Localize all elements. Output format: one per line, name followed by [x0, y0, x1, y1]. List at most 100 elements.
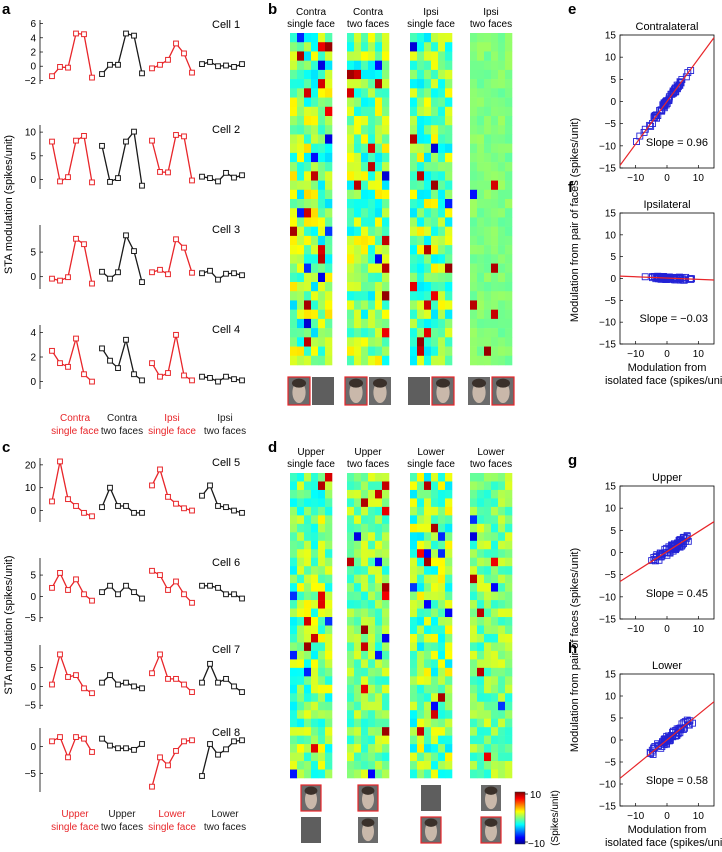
heatmap-cell: [311, 642, 319, 652]
heatmap-cell: [438, 355, 446, 366]
heatmap-cell: [484, 171, 492, 181]
heatmap-cell: [417, 217, 425, 227]
heatmap-cell: [424, 346, 432, 357]
heatmap-cell: [424, 574, 432, 584]
heatmap: [347, 33, 390, 366]
heatmap-cell: [375, 659, 383, 669]
heatmap-column-label-line1: Contra: [296, 7, 326, 18]
scatter-ylabel-gh: Modulation from pair of faces (spikes/un…: [569, 548, 581, 752]
heatmap-cell: [438, 761, 446, 770]
data-point: [157, 754, 163, 761]
heatmap-cell: [368, 143, 376, 154]
heatmap-cell: [325, 633, 333, 643]
heatmap-cell: [505, 300, 513, 310]
heatmap-cell: [290, 591, 298, 601]
heatmap-cell: [477, 300, 485, 310]
heatmap-cell: [477, 337, 485, 347]
heatmap-cell: [410, 540, 418, 550]
y-tick-label: 6: [30, 19, 36, 30]
heatmap-cell: [491, 498, 499, 508]
data-point: [115, 365, 121, 371]
heatmap-cell: [417, 254, 425, 264]
heatmap-cell: [311, 769, 319, 779]
heatmap-cell: [375, 701, 383, 711]
heatmap-cell: [375, 684, 383, 694]
data-point: [73, 734, 79, 740]
heatmap-cell: [368, 162, 376, 172]
heatmap-cell: [484, 309, 492, 320]
heatmap-cell: [498, 309, 506, 320]
heatmap-cell: [505, 633, 513, 643]
heatmap-cell: [484, 97, 492, 108]
data-point: [123, 138, 129, 145]
heatmap-cell: [470, 693, 478, 703]
heatmap-cell: [318, 33, 326, 43]
heatmap-cell: [491, 300, 499, 310]
heatmap-cell: [347, 540, 355, 550]
heatmap-cell: [304, 337, 312, 347]
heatmap-cell: [417, 769, 425, 779]
heatmap-cell: [410, 667, 418, 677]
heatmap-cell: [347, 226, 355, 237]
heatmap-cell: [304, 684, 312, 694]
heatmap-cell: [431, 282, 439, 292]
data-point: [231, 683, 237, 690]
heatmap-cell: [491, 684, 499, 694]
heatmap-cell: [347, 769, 355, 779]
heatmap-cell: [424, 226, 432, 237]
data-point: [81, 591, 87, 598]
heatmap-cell: [410, 752, 418, 762]
heatmap-cell: [470, 235, 478, 246]
heatmap-cell: [438, 574, 446, 584]
heatmap-cell: [304, 744, 312, 753]
heatmap-column-label-line1: Ipsi: [423, 7, 439, 18]
heatmap-cell: [347, 608, 355, 618]
heatmap-cell: [484, 245, 492, 255]
heatmap-cell: [347, 684, 355, 694]
heatmap-cell: [368, 125, 376, 135]
heatmap-cell: [318, 650, 326, 660]
heatmap-cell: [304, 272, 312, 283]
heatmap-cell: [445, 735, 453, 745]
heatmap-cell: [382, 33, 390, 43]
heatmap-cell: [347, 718, 355, 728]
heatmap-cell: [290, 79, 298, 89]
heatmap-cell: [361, 134, 369, 144]
heatmap-cell: [361, 642, 369, 652]
heatmap-cell: [505, 744, 513, 753]
heatmap-cell: [424, 642, 432, 652]
heatmap-cell: [368, 727, 376, 736]
heatmap-cell: [325, 134, 333, 144]
heatmap-cell: [375, 272, 383, 283]
heatmap-cell: [325, 676, 333, 686]
data-point: [81, 509, 87, 516]
data-point: [239, 61, 245, 67]
heatmap-cell: [311, 263, 319, 274]
heatmap-cell: [368, 51, 376, 61]
heatmap-cell: [417, 608, 425, 618]
data-point: [223, 270, 229, 277]
heatmap-cell: [438, 498, 446, 508]
heatmap-cell: [417, 583, 425, 592]
heatmap-cell: [368, 309, 376, 320]
heatmap-cell: [368, 650, 376, 660]
heatmap-cell: [498, 125, 506, 135]
heatmap-cell: [498, 625, 506, 635]
heatmap-cell: [424, 254, 432, 264]
y-tick-label: 0: [30, 272, 36, 283]
heatmap-cell: [375, 608, 383, 618]
heatmap-cell: [347, 676, 355, 686]
heatmap-cell: [297, 710, 305, 719]
heatmap-cell: [417, 667, 425, 677]
heatmap-cell: [445, 701, 453, 711]
slope-label: Slope = 0.96: [646, 137, 708, 149]
heatmap-cell: [375, 642, 383, 652]
heatmap-cell: [361, 337, 369, 347]
heatmap-cell: [417, 693, 425, 703]
heatmap-cell: [368, 549, 376, 559]
heatmap-cell: [361, 143, 369, 154]
data-point: [679, 276, 687, 284]
heatmap-cell: [354, 515, 362, 525]
heatmap-cell: [505, 51, 513, 61]
